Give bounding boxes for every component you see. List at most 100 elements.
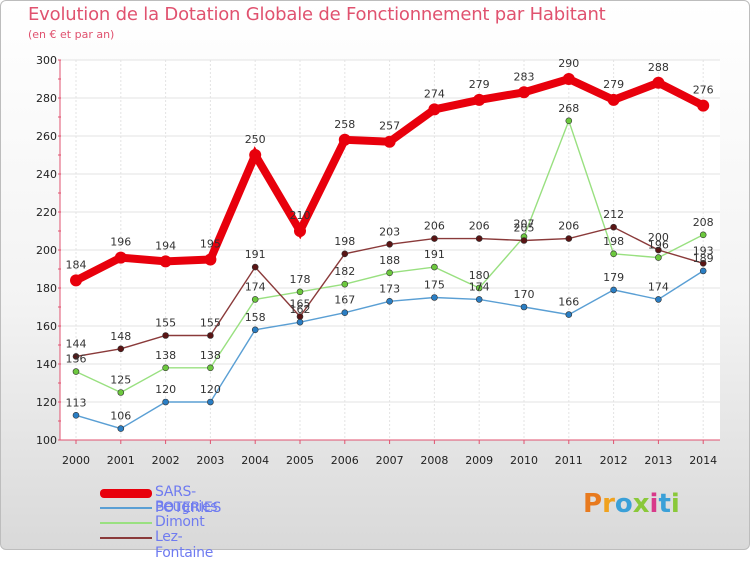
data-label-sars-poteries: 257 [379, 120, 400, 133]
data-label-lez-fontaine: 206 [558, 220, 579, 233]
data-point-dimont [117, 389, 125, 396]
data-label-sars-poteries: 195 [200, 238, 221, 251]
data-label-lez-fontaine: 203 [379, 225, 400, 238]
data-label-lez-fontaine: 191 [245, 248, 266, 261]
legend-swatch-lez-fontaine [100, 537, 152, 539]
x-tick-label: 2012 [600, 454, 628, 467]
data-point-sars-poteries [562, 73, 575, 85]
data-point-dimont [655, 254, 662, 261]
data-point-lez-fontaine [475, 235, 483, 242]
data-label-sars-poteries: 290 [558, 57, 579, 70]
data-label-dimont: 182 [334, 265, 355, 278]
logo-letter: i [670, 489, 680, 519]
data-point-sars-poteries [70, 274, 82, 287]
data-label-beugnies: 120 [200, 383, 221, 396]
data-point-dimont [296, 288, 304, 296]
data-label-lez-fontaine: 155 [200, 317, 221, 330]
legend-swatch-dimont [100, 522, 152, 524]
data-point-sars-poteries [473, 93, 486, 106]
y-tick-label: 280 [36, 92, 57, 105]
data-label-beugnies: 162 [290, 303, 311, 316]
legend-label-beugnies: Beugnies [155, 499, 218, 515]
data-point-sars-poteries [428, 103, 441, 116]
data-point-beugnies [475, 296, 483, 303]
data-label-beugnies: 189 [693, 252, 714, 265]
x-tick-label: 2003 [196, 454, 224, 467]
data-point-sars-poteries [249, 149, 262, 161]
data-label-lez-fontaine: 144 [66, 337, 87, 350]
data-label-lez-fontaine: 200 [648, 231, 669, 244]
chart-title: Evolution de la Dotation Globale de Fonc… [28, 4, 606, 25]
data-point-dimont [251, 296, 259, 303]
data-point-beugnies [207, 398, 214, 406]
data-label-sars-poteries: 283 [514, 70, 535, 83]
x-tick-label: 2005 [286, 454, 314, 467]
x-tick-label: 2002 [152, 454, 180, 467]
data-point-lez-fontaine [296, 313, 304, 320]
data-point-dimont [72, 368, 80, 375]
y-tick-label: 100 [36, 434, 57, 447]
x-tick-label: 2006 [331, 454, 359, 467]
data-label-dimont: 138 [155, 349, 176, 362]
data-label-dimont: 180 [469, 269, 490, 282]
data-label-lez-fontaine: 155 [155, 317, 176, 330]
data-label-beugnies: 166 [558, 296, 579, 309]
data-point-sars-poteries [607, 93, 620, 106]
data-point-dimont [565, 117, 573, 125]
data-label-dimont: 136 [66, 353, 87, 366]
y-tick-label: 200 [36, 244, 57, 257]
data-label-dimont: 268 [558, 102, 579, 115]
data-point-sars-poteries [518, 86, 530, 99]
data-label-beugnies: 174 [469, 280, 490, 293]
x-tick-label: 2000 [62, 454, 90, 467]
y-tick-label: 120 [36, 396, 57, 409]
data-point-beugnies [699, 267, 707, 275]
x-tick-label: 2001 [107, 454, 135, 467]
y-tick-label: 260 [36, 130, 57, 143]
x-tick-label: 2011 [555, 454, 583, 467]
data-label-beugnies: 106 [110, 410, 131, 423]
data-point-lez-fontaine [207, 332, 214, 339]
logo-letter: P [583, 489, 603, 519]
data-point-beugnies [162, 398, 169, 406]
data-label-dimont: 207 [514, 218, 535, 231]
data-point-dimont [162, 364, 169, 372]
logo-letter: i [649, 489, 659, 519]
data-label-dimont: 208 [693, 216, 714, 229]
data-label-dimont: 138 [200, 349, 221, 362]
x-tick-label: 2010 [510, 454, 538, 467]
data-point-beugnies [386, 297, 393, 305]
data-point-sars-poteries [294, 225, 306, 237]
data-label-beugnies: 113 [66, 396, 87, 409]
data-label-sars-poteries: 250 [245, 133, 266, 146]
data-label-lez-fontaine: 148 [110, 330, 131, 343]
data-label-sars-poteries: 279 [469, 78, 490, 91]
y-tick-label: 300 [36, 54, 57, 67]
data-point-lez-fontaine [565, 235, 573, 242]
data-point-lez-fontaine [341, 250, 349, 258]
data-label-dimont: 191 [424, 248, 445, 261]
data-label-lez-fontaine: 206 [469, 220, 490, 233]
data-label-sars-poteries: 279 [603, 78, 624, 91]
data-label-lez-fontaine: 198 [334, 235, 355, 248]
data-label-beugnies: 170 [514, 288, 535, 301]
data-label-beugnies: 173 [379, 282, 400, 295]
data-label-beugnies: 174 [648, 280, 669, 293]
data-point-dimont [341, 280, 349, 288]
data-point-beugnies [565, 311, 573, 318]
data-label-beugnies: 158 [245, 311, 266, 324]
logo-letter: t [658, 489, 671, 519]
data-label-dimont: 178 [290, 273, 311, 286]
chart-subtitle: (en € et par an) [28, 28, 115, 41]
data-label-sars-poteries: 194 [155, 239, 176, 252]
y-tick-label: 180 [36, 282, 57, 295]
data-point-dimont [610, 250, 617, 258]
y-tick-label: 240 [36, 168, 57, 181]
data-point-lez-fontaine [162, 332, 169, 339]
x-tick-label: 2008 [420, 454, 448, 467]
data-point-beugnies [341, 309, 349, 317]
data-point-beugnies [72, 411, 80, 419]
data-point-beugnies [117, 425, 125, 432]
data-label-sars-poteries: 210 [290, 209, 311, 222]
